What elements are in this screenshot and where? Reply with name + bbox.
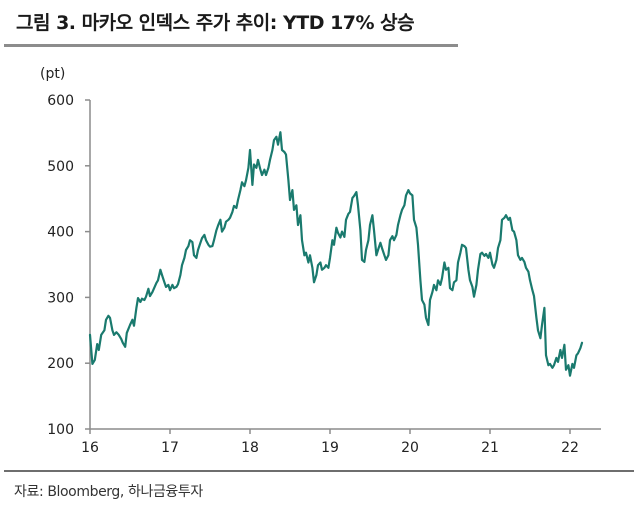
source-note: 자료: Bloomberg, 하나금융투자 bbox=[14, 484, 203, 500]
x-tick-label: 17 bbox=[161, 440, 179, 456]
x-tick-label: 20 bbox=[401, 440, 419, 456]
series-group bbox=[88, 131, 584, 377]
y-tick-label: 100 bbox=[47, 422, 74, 438]
x-tick-label: 22 bbox=[561, 440, 579, 456]
x-tick-label: 16 bbox=[81, 440, 99, 456]
x-tick-label: 21 bbox=[481, 440, 499, 456]
y-tick-label: 400 bbox=[47, 225, 74, 241]
title-divider bbox=[4, 44, 458, 47]
chart-title: 그림 3. 마카오 인덱스 주가 추이: YTD 17% 상승 bbox=[16, 12, 415, 34]
y-tick-label: 300 bbox=[47, 290, 74, 306]
x-tick-label: 18 bbox=[241, 440, 259, 456]
x-tick-label: 19 bbox=[321, 440, 339, 456]
line-chart: (pt) 100 200 300 400 500 600 16 17 18 19 20 21 22 bbox=[40, 66, 601, 456]
y-axis: 100 200 300 400 500 600 bbox=[47, 93, 91, 438]
x-axis: 16 17 18 19 20 21 22 bbox=[81, 428, 601, 456]
y-tick-label: 200 bbox=[47, 356, 74, 372]
y-unit-label: (pt) bbox=[40, 66, 65, 82]
footer-divider bbox=[4, 470, 634, 472]
y-tick-label: 500 bbox=[47, 159, 74, 175]
y-tick-label: 600 bbox=[47, 93, 74, 109]
series-line-0 bbox=[88, 131, 584, 377]
